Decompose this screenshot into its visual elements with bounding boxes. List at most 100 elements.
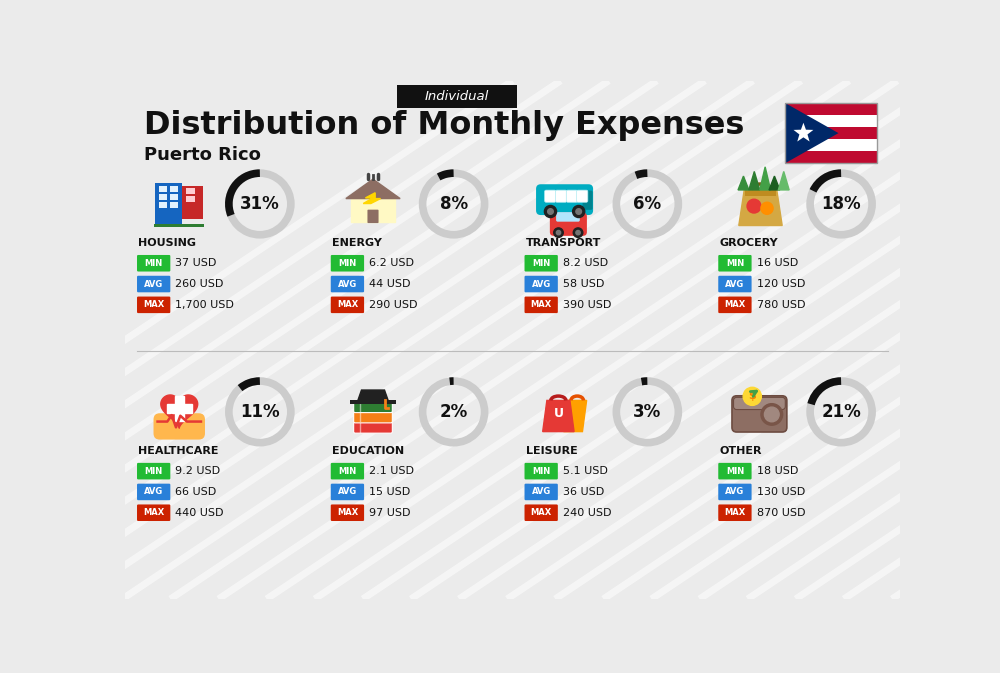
Circle shape (544, 205, 557, 217)
Polygon shape (161, 395, 198, 428)
FancyBboxPatch shape (745, 190, 776, 197)
Text: 37 USD: 37 USD (175, 258, 217, 269)
Text: AVG: AVG (532, 487, 551, 497)
Text: MAX: MAX (724, 300, 746, 310)
Text: 97 USD: 97 USD (369, 507, 411, 518)
FancyBboxPatch shape (525, 255, 558, 271)
Text: AVG: AVG (338, 487, 357, 497)
FancyBboxPatch shape (525, 297, 558, 313)
FancyBboxPatch shape (576, 190, 588, 203)
Text: 21%: 21% (821, 403, 861, 421)
Text: MIN: MIN (145, 258, 163, 268)
FancyBboxPatch shape (137, 255, 170, 271)
FancyBboxPatch shape (159, 194, 167, 200)
Text: MIN: MIN (532, 466, 550, 476)
Polygon shape (739, 190, 782, 225)
Circle shape (573, 205, 585, 217)
FancyBboxPatch shape (525, 505, 558, 521)
FancyBboxPatch shape (331, 276, 364, 292)
Polygon shape (778, 172, 789, 190)
FancyBboxPatch shape (350, 400, 396, 404)
Text: Distribution of Monthly Expenses: Distribution of Monthly Expenses (144, 110, 745, 141)
Circle shape (747, 199, 761, 213)
Text: 290 USD: 290 USD (369, 300, 418, 310)
Text: MAX: MAX (337, 300, 358, 310)
Polygon shape (564, 400, 587, 431)
Text: AVG: AVG (725, 279, 745, 289)
Polygon shape (363, 192, 381, 203)
Text: 5.1 USD: 5.1 USD (563, 466, 608, 476)
FancyBboxPatch shape (525, 484, 558, 500)
FancyBboxPatch shape (566, 190, 578, 203)
Text: 6%: 6% (633, 195, 661, 213)
Text: TRANSPORT: TRANSPORT (526, 238, 601, 248)
Text: MIN: MIN (726, 258, 744, 268)
FancyBboxPatch shape (718, 276, 752, 292)
Circle shape (761, 404, 783, 425)
FancyBboxPatch shape (785, 127, 877, 139)
FancyBboxPatch shape (536, 184, 593, 215)
Text: $: $ (748, 391, 756, 401)
Polygon shape (785, 103, 838, 163)
Circle shape (554, 228, 563, 238)
Circle shape (556, 230, 561, 235)
Circle shape (573, 228, 583, 238)
FancyBboxPatch shape (367, 210, 379, 223)
Text: 2.1 USD: 2.1 USD (369, 466, 414, 476)
Circle shape (743, 387, 761, 405)
FancyBboxPatch shape (785, 151, 877, 163)
Text: 58 USD: 58 USD (563, 279, 604, 289)
Circle shape (764, 407, 779, 422)
Text: AVG: AVG (725, 487, 745, 497)
Text: 18 USD: 18 USD (757, 466, 798, 476)
Polygon shape (793, 122, 813, 141)
Text: MIN: MIN (726, 466, 744, 476)
Text: LEISURE: LEISURE (526, 446, 577, 456)
Text: 66 USD: 66 USD (175, 487, 217, 497)
Text: 36 USD: 36 USD (563, 487, 604, 497)
Text: 390 USD: 390 USD (563, 300, 611, 310)
Text: 8.2 USD: 8.2 USD (563, 258, 608, 269)
Text: HOUSING: HOUSING (138, 238, 196, 248)
FancyBboxPatch shape (154, 223, 204, 227)
Text: MIN: MIN (532, 258, 550, 268)
FancyBboxPatch shape (137, 276, 170, 292)
Text: MIN: MIN (145, 466, 163, 476)
Text: 260 USD: 260 USD (175, 279, 224, 289)
Text: 15 USD: 15 USD (369, 487, 410, 497)
Text: MIN: MIN (338, 258, 357, 268)
Polygon shape (358, 390, 388, 400)
Polygon shape (543, 400, 574, 431)
Text: EDUCATION: EDUCATION (332, 446, 404, 456)
FancyBboxPatch shape (137, 484, 170, 500)
Text: 16 USD: 16 USD (757, 258, 798, 269)
Polygon shape (749, 172, 760, 190)
FancyBboxPatch shape (718, 255, 752, 271)
Text: 11%: 11% (240, 403, 280, 421)
FancyBboxPatch shape (583, 190, 593, 210)
FancyBboxPatch shape (785, 139, 877, 151)
FancyBboxPatch shape (159, 186, 167, 192)
FancyBboxPatch shape (354, 421, 392, 433)
FancyBboxPatch shape (137, 463, 170, 479)
FancyBboxPatch shape (718, 297, 752, 313)
Text: MAX: MAX (143, 508, 164, 518)
Text: 8%: 8% (440, 195, 468, 213)
Text: 780 USD: 780 USD (757, 300, 805, 310)
FancyBboxPatch shape (331, 297, 364, 313)
Polygon shape (351, 199, 395, 222)
Text: OTHER: OTHER (719, 446, 762, 456)
Text: U: U (553, 407, 563, 421)
Text: 6.2 USD: 6.2 USD (369, 258, 414, 269)
Circle shape (576, 230, 580, 235)
Text: 9.2 USD: 9.2 USD (175, 466, 220, 476)
FancyBboxPatch shape (718, 463, 752, 479)
Text: ENERGY: ENERGY (332, 238, 382, 248)
Polygon shape (760, 167, 771, 190)
FancyBboxPatch shape (718, 484, 752, 500)
Circle shape (761, 202, 773, 214)
FancyBboxPatch shape (182, 186, 203, 219)
FancyBboxPatch shape (331, 463, 364, 479)
Text: HEALTHCARE: HEALTHCARE (138, 446, 219, 456)
FancyBboxPatch shape (331, 484, 364, 500)
